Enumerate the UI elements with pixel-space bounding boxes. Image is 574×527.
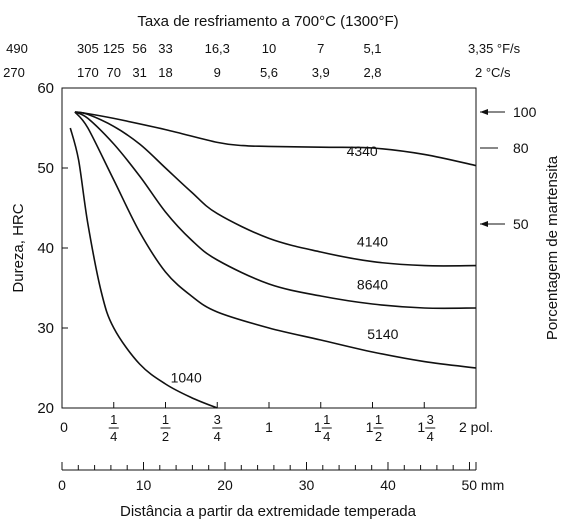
martensite-label: 50 (513, 216, 529, 232)
martensite-markers: 100 80 50 (480, 104, 537, 232)
chart-title: Taxa de resfriamento a 700°C (1300°F) (137, 13, 398, 30)
cooling-rate-f-label: 33 (158, 41, 172, 56)
x-tick-label-numerator: 3 (427, 412, 434, 427)
x-axis-mm: 0 10 20 30 40 50 mm (58, 462, 504, 493)
y-tick-label: 60 (37, 80, 54, 97)
series-group: 4340 4140 8640 5140 1040 (69, 111, 477, 409)
cooling-rate-f-label: 10 (262, 41, 276, 56)
cooling-rate-f-label: 56 (132, 41, 146, 56)
cooling-rate-c-label: 270 (3, 65, 25, 80)
y-tick-label: 20 (37, 400, 54, 417)
mm-tick-label: 0 (58, 477, 66, 493)
x-tick-label-denominator: 4 (427, 429, 434, 444)
series-label-8640: 8640 (357, 277, 388, 293)
cooling-rate-c-label: 2,8 (363, 65, 381, 80)
x-axis-label: Distância a partir da extremidade temper… (120, 503, 417, 520)
series-label-1040: 1040 (171, 369, 202, 385)
martensite-label: 80 (513, 140, 529, 156)
x-tick-label-denominator: 4 (110, 429, 117, 444)
series-line-4340 (74, 111, 477, 167)
cooling-rate-c-label: 5,6 (260, 65, 278, 80)
x-tick-label-numerator: 1 (162, 412, 169, 427)
x-tick-label-numerator: 1 (110, 412, 117, 427)
x-tick-label: 1 (265, 419, 273, 435)
cooling-rate-f-label: 16,3 (205, 41, 230, 56)
y-axis-label: Dureza, HRC (10, 203, 27, 292)
series-line-8640 (74, 111, 477, 310)
cooling-rate-f-label: 305 (77, 41, 99, 56)
x-tick-label-numerator: 3 (214, 412, 221, 427)
martensite-label: 100 (513, 104, 537, 120)
x-tick-label-whole: 1 (366, 419, 374, 435)
cooling-rate-c-label: 170 (77, 65, 99, 80)
cooling-rate-c-label: 9 (214, 65, 221, 80)
x-tick-label-denominator: 2 (375, 429, 382, 444)
y-tick-label: 40 (37, 240, 54, 257)
mm-tick-label: 20 (217, 477, 233, 493)
series-label-4140: 4140 (357, 233, 388, 249)
cooling-rate-c-axis: 270 170 70 31 18 9 5,6 3,9 2,8 2 °C/s (3, 65, 511, 80)
x-tick-label-denominator: 2 (162, 429, 169, 444)
cooling-rate-c-label: 3,9 (312, 65, 330, 80)
x-tick-label-denominator: 4 (214, 429, 221, 444)
cooling-rate-f-label: 490 (6, 41, 28, 56)
mm-tick-label: 40 (380, 477, 396, 493)
y-tick-label: 50 (37, 160, 54, 177)
cooling-rate-f-axis: 490 305 125 56 33 16,3 10 7 5,1 3,35 °F/s (6, 41, 521, 56)
cooling-rate-f-label: 3,35 °F/s (468, 41, 521, 56)
y-tick-label: 30 (37, 320, 54, 337)
cooling-rate-c-label: 70 (107, 65, 121, 80)
cooling-rate-f-label: 7 (317, 41, 324, 56)
x-tick-label-denominator: 4 (323, 429, 330, 444)
cooling-rate-c-label: 18 (158, 65, 172, 80)
cooling-rate-c-label: 31 (132, 65, 146, 80)
cooling-rate-f-label: 125 (103, 41, 125, 56)
x-tick-label-whole: 1 (417, 419, 425, 435)
mm-tick-label: 50 mm (461, 477, 504, 493)
series-label-4340: 4340 (347, 143, 378, 159)
mm-tick-label: 30 (299, 477, 315, 493)
x-tick-label-whole: 1 (314, 419, 322, 435)
series-line-4140 (74, 111, 477, 267)
x-tick-label-numerator: 1 (375, 412, 382, 427)
martensite-arrow-head (480, 109, 488, 115)
series-label-5140: 5140 (367, 326, 398, 342)
mm-tick-label: 10 (136, 477, 152, 493)
x-tick-label: 0 (60, 419, 68, 435)
series-line-5140 (74, 111, 477, 369)
cooling-rate-f-label: 5,1 (363, 41, 381, 56)
martensite-arrow-head (480, 221, 488, 227)
y2-axis-label: Porcentagem de martensita (544, 155, 561, 340)
x-tick-label-numerator: 1 (323, 412, 330, 427)
y-axis: 20 30 40 50 60 (37, 80, 68, 417)
cooling-rate-c-label: 2 °C/s (475, 65, 511, 80)
series-line-1040 (69, 127, 218, 409)
x-tick-label: 2 pol. (459, 419, 493, 435)
